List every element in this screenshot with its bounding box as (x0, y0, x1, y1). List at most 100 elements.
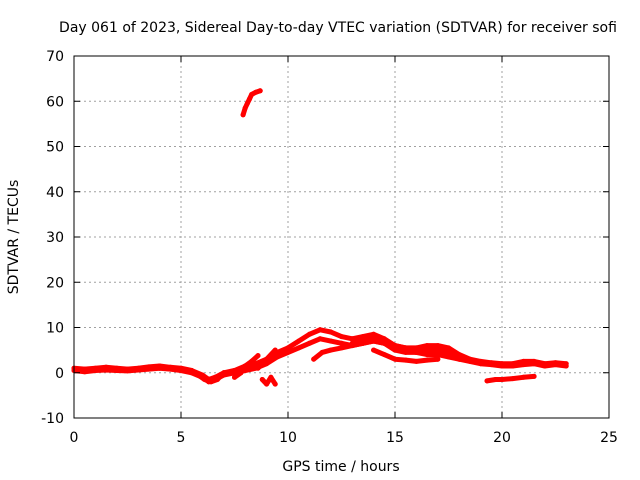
data-point (146, 366, 152, 372)
y-tick-label: 0 (55, 366, 64, 382)
data-point (240, 112, 246, 118)
data-point (311, 356, 317, 362)
data-point (247, 96, 252, 102)
x-tick-label: 0 (70, 430, 79, 446)
data-point (274, 354, 280, 360)
series-sub-arc-e (242, 353, 261, 369)
data-point (520, 362, 526, 368)
data-point (253, 89, 259, 95)
data-point (125, 368, 130, 374)
y-tick-label: 40 (46, 185, 64, 201)
data-point (208, 379, 214, 385)
data-point (114, 368, 120, 373)
data-point (371, 347, 377, 353)
data-point (135, 367, 141, 373)
series-outlier-arc (240, 88, 263, 118)
series-late-arc (484, 373, 537, 384)
data-point (435, 352, 441, 358)
data-point (446, 345, 451, 351)
data-point (542, 363, 548, 369)
data-point (510, 376, 516, 382)
data-point (360, 340, 366, 346)
data-point (92, 368, 98, 373)
data-point (272, 381, 278, 387)
data-point (249, 92, 255, 97)
x-axis-label: GPS time / hours (282, 459, 399, 475)
data-point (82, 369, 88, 375)
data-point (446, 354, 451, 360)
data-point (478, 361, 484, 367)
series-line (71, 336, 569, 385)
y-tick-label: 10 (46, 321, 64, 337)
data-point (488, 362, 494, 368)
data-point (349, 336, 355, 342)
data-point (306, 340, 312, 346)
series-short-arc (259, 374, 278, 387)
data-point (157, 365, 163, 371)
data-point (285, 345, 291, 351)
data-point (371, 334, 377, 340)
data-point (257, 88, 263, 94)
data-point (424, 357, 430, 363)
data-point (553, 362, 558, 368)
y-tick-label: -10 (41, 411, 64, 427)
data-point (435, 356, 441, 362)
data-point (242, 363, 248, 369)
data-point (349, 340, 355, 346)
data-point (381, 338, 387, 344)
data-point (520, 374, 526, 380)
x-tick-label: 25 (600, 430, 618, 446)
data-point (317, 336, 323, 342)
data-point (268, 374, 274, 380)
data-point (221, 370, 227, 376)
x-tick-label: 10 (279, 430, 297, 446)
series-early-dip (189, 368, 227, 385)
series-sub-arc-b (349, 334, 462, 362)
data-point (264, 381, 270, 387)
data-point (339, 334, 344, 340)
x-tick-label: 20 (493, 430, 511, 446)
data-point (456, 356, 462, 362)
data-point (202, 377, 207, 382)
data-point (435, 343, 441, 349)
data-point (403, 347, 409, 353)
data-point (493, 377, 499, 382)
data-point (232, 374, 237, 380)
x-tick-label: 15 (386, 430, 404, 446)
data-point (296, 345, 302, 351)
data-point (328, 329, 334, 335)
data-point (238, 370, 244, 376)
y-tick-label: 50 (46, 140, 64, 156)
data-point (371, 338, 377, 344)
data-point (178, 368, 184, 373)
data-layer (71, 88, 569, 387)
data-point (510, 363, 516, 369)
data-point (413, 358, 419, 364)
data-point (264, 356, 270, 362)
data-point (319, 349, 325, 355)
data-point (285, 349, 291, 355)
data-point (392, 345, 398, 351)
data-point (563, 363, 569, 369)
data-point (255, 353, 261, 359)
y-tick-label: 30 (46, 230, 64, 246)
data-point (255, 365, 261, 371)
series-sub-arc-c (371, 347, 441, 364)
data-point (392, 356, 398, 362)
x-tick-label: 5 (177, 430, 186, 446)
data-point (424, 352, 430, 358)
data-point (296, 338, 302, 344)
data-point (499, 377, 505, 382)
data-point (467, 358, 473, 364)
data-point (499, 363, 505, 369)
grid (74, 56, 609, 418)
data-point (531, 373, 537, 379)
data-point (328, 338, 334, 344)
data-point (360, 336, 366, 342)
data-point (531, 361, 537, 367)
data-point (214, 377, 220, 382)
data-point (259, 377, 265, 382)
y-tick-label: 20 (46, 275, 64, 291)
data-point (381, 352, 387, 358)
